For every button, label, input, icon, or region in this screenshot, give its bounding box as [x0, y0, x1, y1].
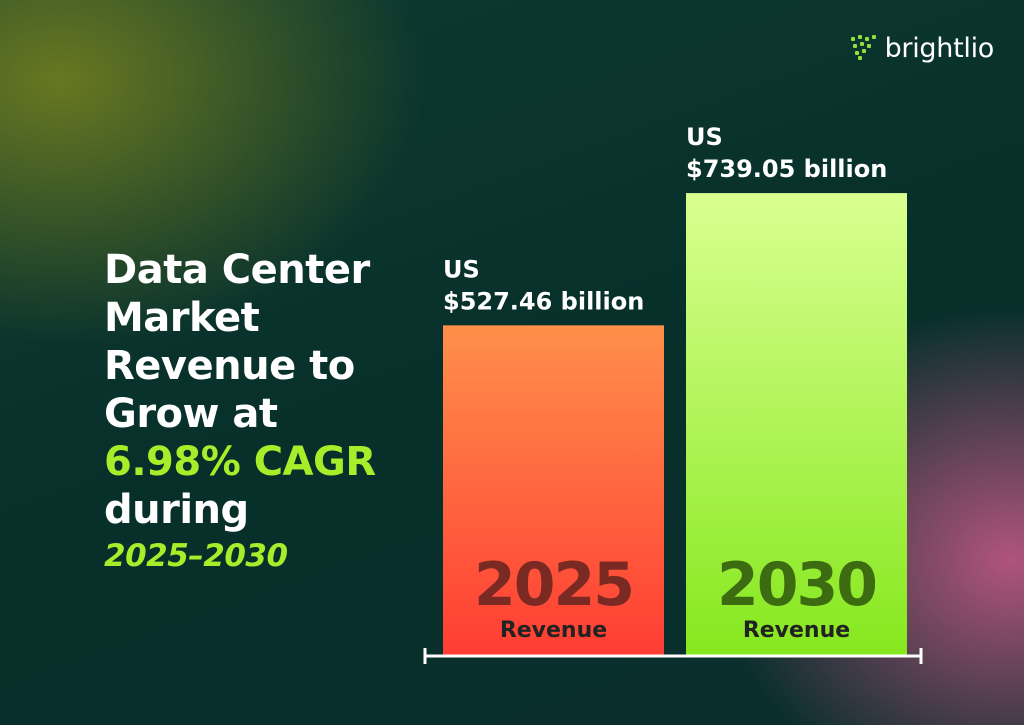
- headline-cagr: 6.98% CAGR: [104, 439, 376, 485]
- bar-sublabel-2030: Revenue: [743, 618, 850, 643]
- headline: Data Center Market Revenue to Grow at 6.…: [104, 246, 424, 578]
- brand-name: brightlio: [884, 32, 995, 64]
- headline-line-1: Data Center: [104, 247, 370, 293]
- bar-value-label-2030: $739.05 billion: [686, 155, 887, 183]
- headline-period: 2025–2030: [104, 538, 288, 574]
- bar-2025: [443, 325, 664, 655]
- headline-line-4: Grow at: [104, 391, 278, 437]
- headline-line-2: Market: [104, 295, 260, 341]
- dot-grid-logo-icon: [850, 35, 876, 60]
- headline-line-3: Revenue to: [104, 343, 355, 389]
- bar-2030: [686, 193, 907, 655]
- bar-value-label-prefix-2030: US: [686, 123, 723, 151]
- bar-value-label-2025: $527.46 billion: [443, 287, 644, 315]
- bar-sublabel-2025: Revenue: [500, 618, 607, 643]
- bar-category-label-2030: 2030: [717, 550, 876, 620]
- bar-value-label-prefix-2025: US: [443, 255, 480, 283]
- headline-during: during: [104, 487, 249, 533]
- bar-category-label-2025: 2025: [474, 550, 633, 620]
- brand-logo: brightlio: [850, 30, 995, 66]
